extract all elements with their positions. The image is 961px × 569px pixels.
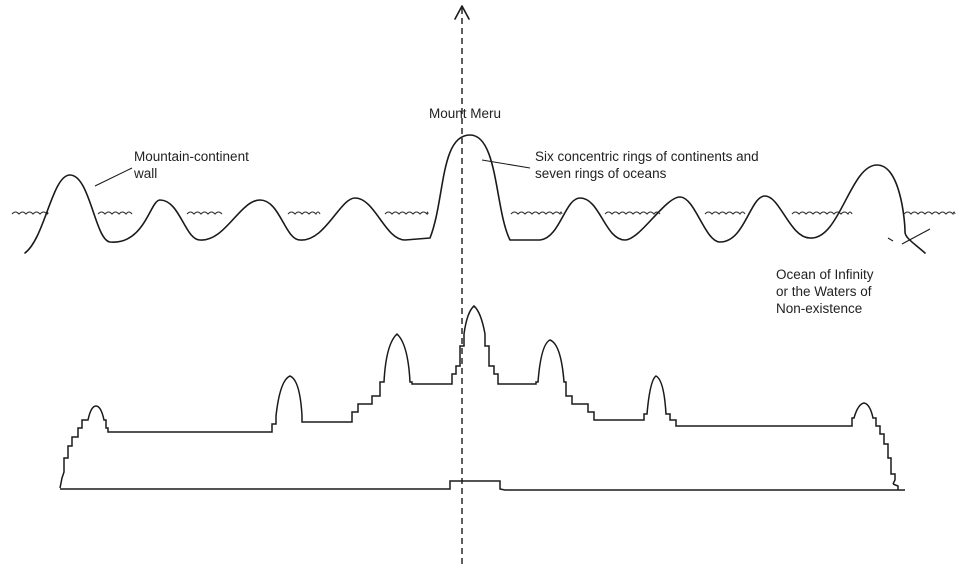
annotations: Mount Meru Mountain-continent wall Six c… xyxy=(133,106,877,316)
label-ocean-line2: or the Waters of xyxy=(776,284,872,299)
label-rings-line2: seven rings of oceans xyxy=(535,166,667,181)
label-rings: Six concentric rings of continents and s… xyxy=(535,149,762,181)
axis-arrowhead xyxy=(454,5,470,20)
leader-rings xyxy=(481,159,531,169)
water-line-left xyxy=(11,211,429,216)
water-surface xyxy=(11,211,956,216)
temple-elevation-profile xyxy=(59,305,896,489)
temple-base-right-riser xyxy=(892,483,899,490)
label-ocean-line1: Ocean of Infinity xyxy=(776,267,874,282)
label-mount-meru: Mount Meru xyxy=(429,106,501,121)
label-mountain-wall-line1: Mountain-continent xyxy=(134,149,249,164)
water-line-right xyxy=(510,211,956,216)
label-mountain-wall-line2: wall xyxy=(133,166,157,181)
leader-lines xyxy=(94,159,931,245)
label-mountain-wall: Mountain-continent wall xyxy=(133,149,253,181)
leader-mountain-wall xyxy=(94,167,133,187)
central-axis xyxy=(454,5,470,566)
label-ocean-infinity: Ocean of Infinity or the Waters of Non-e… xyxy=(776,267,877,316)
leader-ocean-tick xyxy=(887,237,894,242)
label-ocean-line3: Non-existence xyxy=(776,301,862,316)
label-rings-line1: Six concentric rings of continents and xyxy=(535,149,759,164)
continents-oceans-profile xyxy=(24,134,926,254)
leader-ocean-infinity xyxy=(901,228,931,245)
temple-base-line xyxy=(60,480,905,491)
